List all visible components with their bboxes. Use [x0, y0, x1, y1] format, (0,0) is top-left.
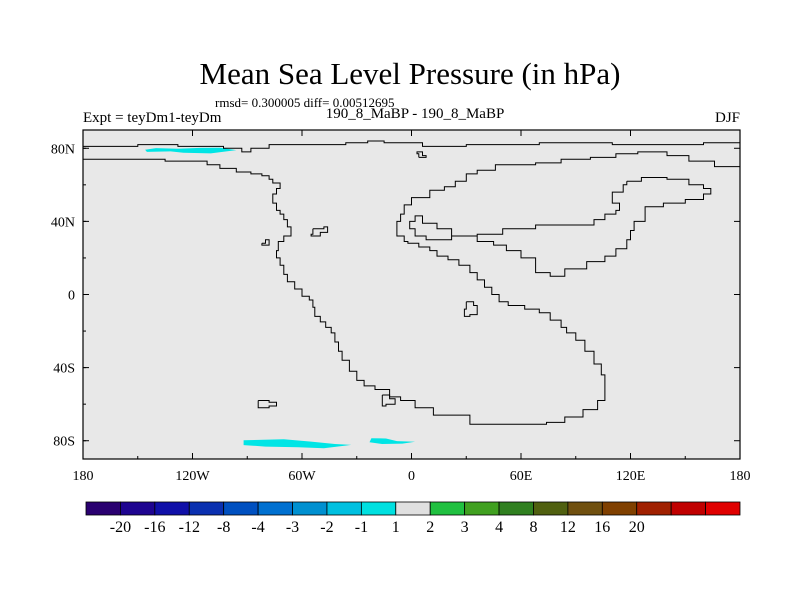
arctic-anomaly: [145, 147, 237, 154]
comparison-label: 190_8_MaBP - 190_8_MaBP: [325, 106, 505, 122]
y-tick-label: 40N: [51, 215, 75, 230]
colorbar-label: 12: [560, 519, 576, 536]
colorbar-swatch: [360, 501, 397, 516]
colorbar-swatch: [429, 501, 466, 516]
colorbar-swatch: [533, 501, 569, 516]
coastline: [257, 400, 277, 409]
chart-title: Mean Sea Level Pressure (in hPa): [199, 56, 621, 91]
colorbar-label: 4: [495, 519, 503, 536]
y-axis: 80N 40N 0 40S 80S: [51, 142, 740, 450]
colorbar-swatch: [154, 501, 190, 516]
colorbar-label: -12: [179, 519, 200, 536]
map-background: [83, 130, 740, 459]
coastline: [83, 140, 741, 153]
colorbar-label: -3: [286, 519, 299, 536]
experiment-label: Expt = teyDm1-teyDm: [83, 110, 222, 126]
anomaly-layer: [145, 147, 416, 449]
colorbar-swatch: [705, 501, 741, 516]
colorbar-swatch: [326, 501, 362, 516]
antarctic-anomaly-west: [243, 439, 352, 449]
colorbar-swatch: [464, 501, 500, 516]
stats-text: rmsd= 0.300005 diff= 0.00512695: [215, 95, 395, 110]
colorbar-label: -1: [355, 519, 368, 536]
coastline-layer: [83, 140, 741, 425]
coastline: [310, 226, 329, 237]
season-label: DJF: [714, 110, 740, 126]
colorbar-swatch: [395, 501, 431, 516]
colorbar-swatch: [257, 501, 293, 516]
colorbar-swatch: [670, 501, 706, 516]
colorbar-label: 3: [461, 519, 469, 536]
colorbar-swatch: [85, 501, 121, 516]
colorbar: -20 -16 -12 -8 -4 -3 -2 -1 1 2 3 4 8 12 16 20: [85, 501, 741, 536]
coastline: [409, 177, 712, 277]
colorbar-label: 16: [594, 519, 610, 536]
colorbar-swatch: [120, 501, 156, 516]
x-tick-label: 60E: [510, 469, 533, 484]
x-tick-label: 60W: [288, 469, 316, 484]
x-tick-label: 120W: [175, 469, 210, 484]
colorbar-label: -2: [320, 519, 333, 536]
y-tick-label: 40S: [53, 362, 75, 377]
colorbar-swatch: [188, 501, 225, 516]
colorbar-swatch: [636, 501, 672, 516]
y-tick-label: 80S: [53, 435, 75, 450]
coastline: [83, 151, 741, 425]
y-tick-label: 0: [68, 289, 75, 304]
colorbar-label: -4: [251, 519, 264, 536]
coastline: [381, 394, 396, 407]
antarctic-anomaly-east: [369, 438, 416, 444]
colorbar-swatch: [292, 501, 328, 516]
colorbar-label: 2: [426, 519, 434, 536]
colorbar-label: -8: [217, 519, 230, 536]
x-tick-label: 180: [730, 469, 751, 484]
coastline: [463, 301, 478, 317]
colorbar-swatch: [567, 501, 603, 516]
colorbar-label: 1: [392, 519, 400, 536]
colorbar-label: -20: [110, 519, 131, 536]
colorbar-label: -16: [144, 519, 165, 536]
coastline: [261, 239, 270, 246]
x-tick-label: 180: [73, 469, 94, 484]
colorbar-swatch: [601, 501, 638, 516]
colorbar-swatch: [498, 501, 534, 516]
x-tick-label: 120E: [616, 469, 646, 484]
colorbar-swatch: [223, 501, 259, 516]
y-tick-label: 80N: [51, 142, 75, 157]
colorbar-label: 8: [530, 519, 538, 536]
x-axis: 180 120W 60W 0 60E 120E 180: [73, 130, 751, 484]
coastline: [416, 151, 427, 158]
x-tick-label: 0: [408, 469, 415, 484]
colorbar-label: 20: [629, 519, 645, 536]
